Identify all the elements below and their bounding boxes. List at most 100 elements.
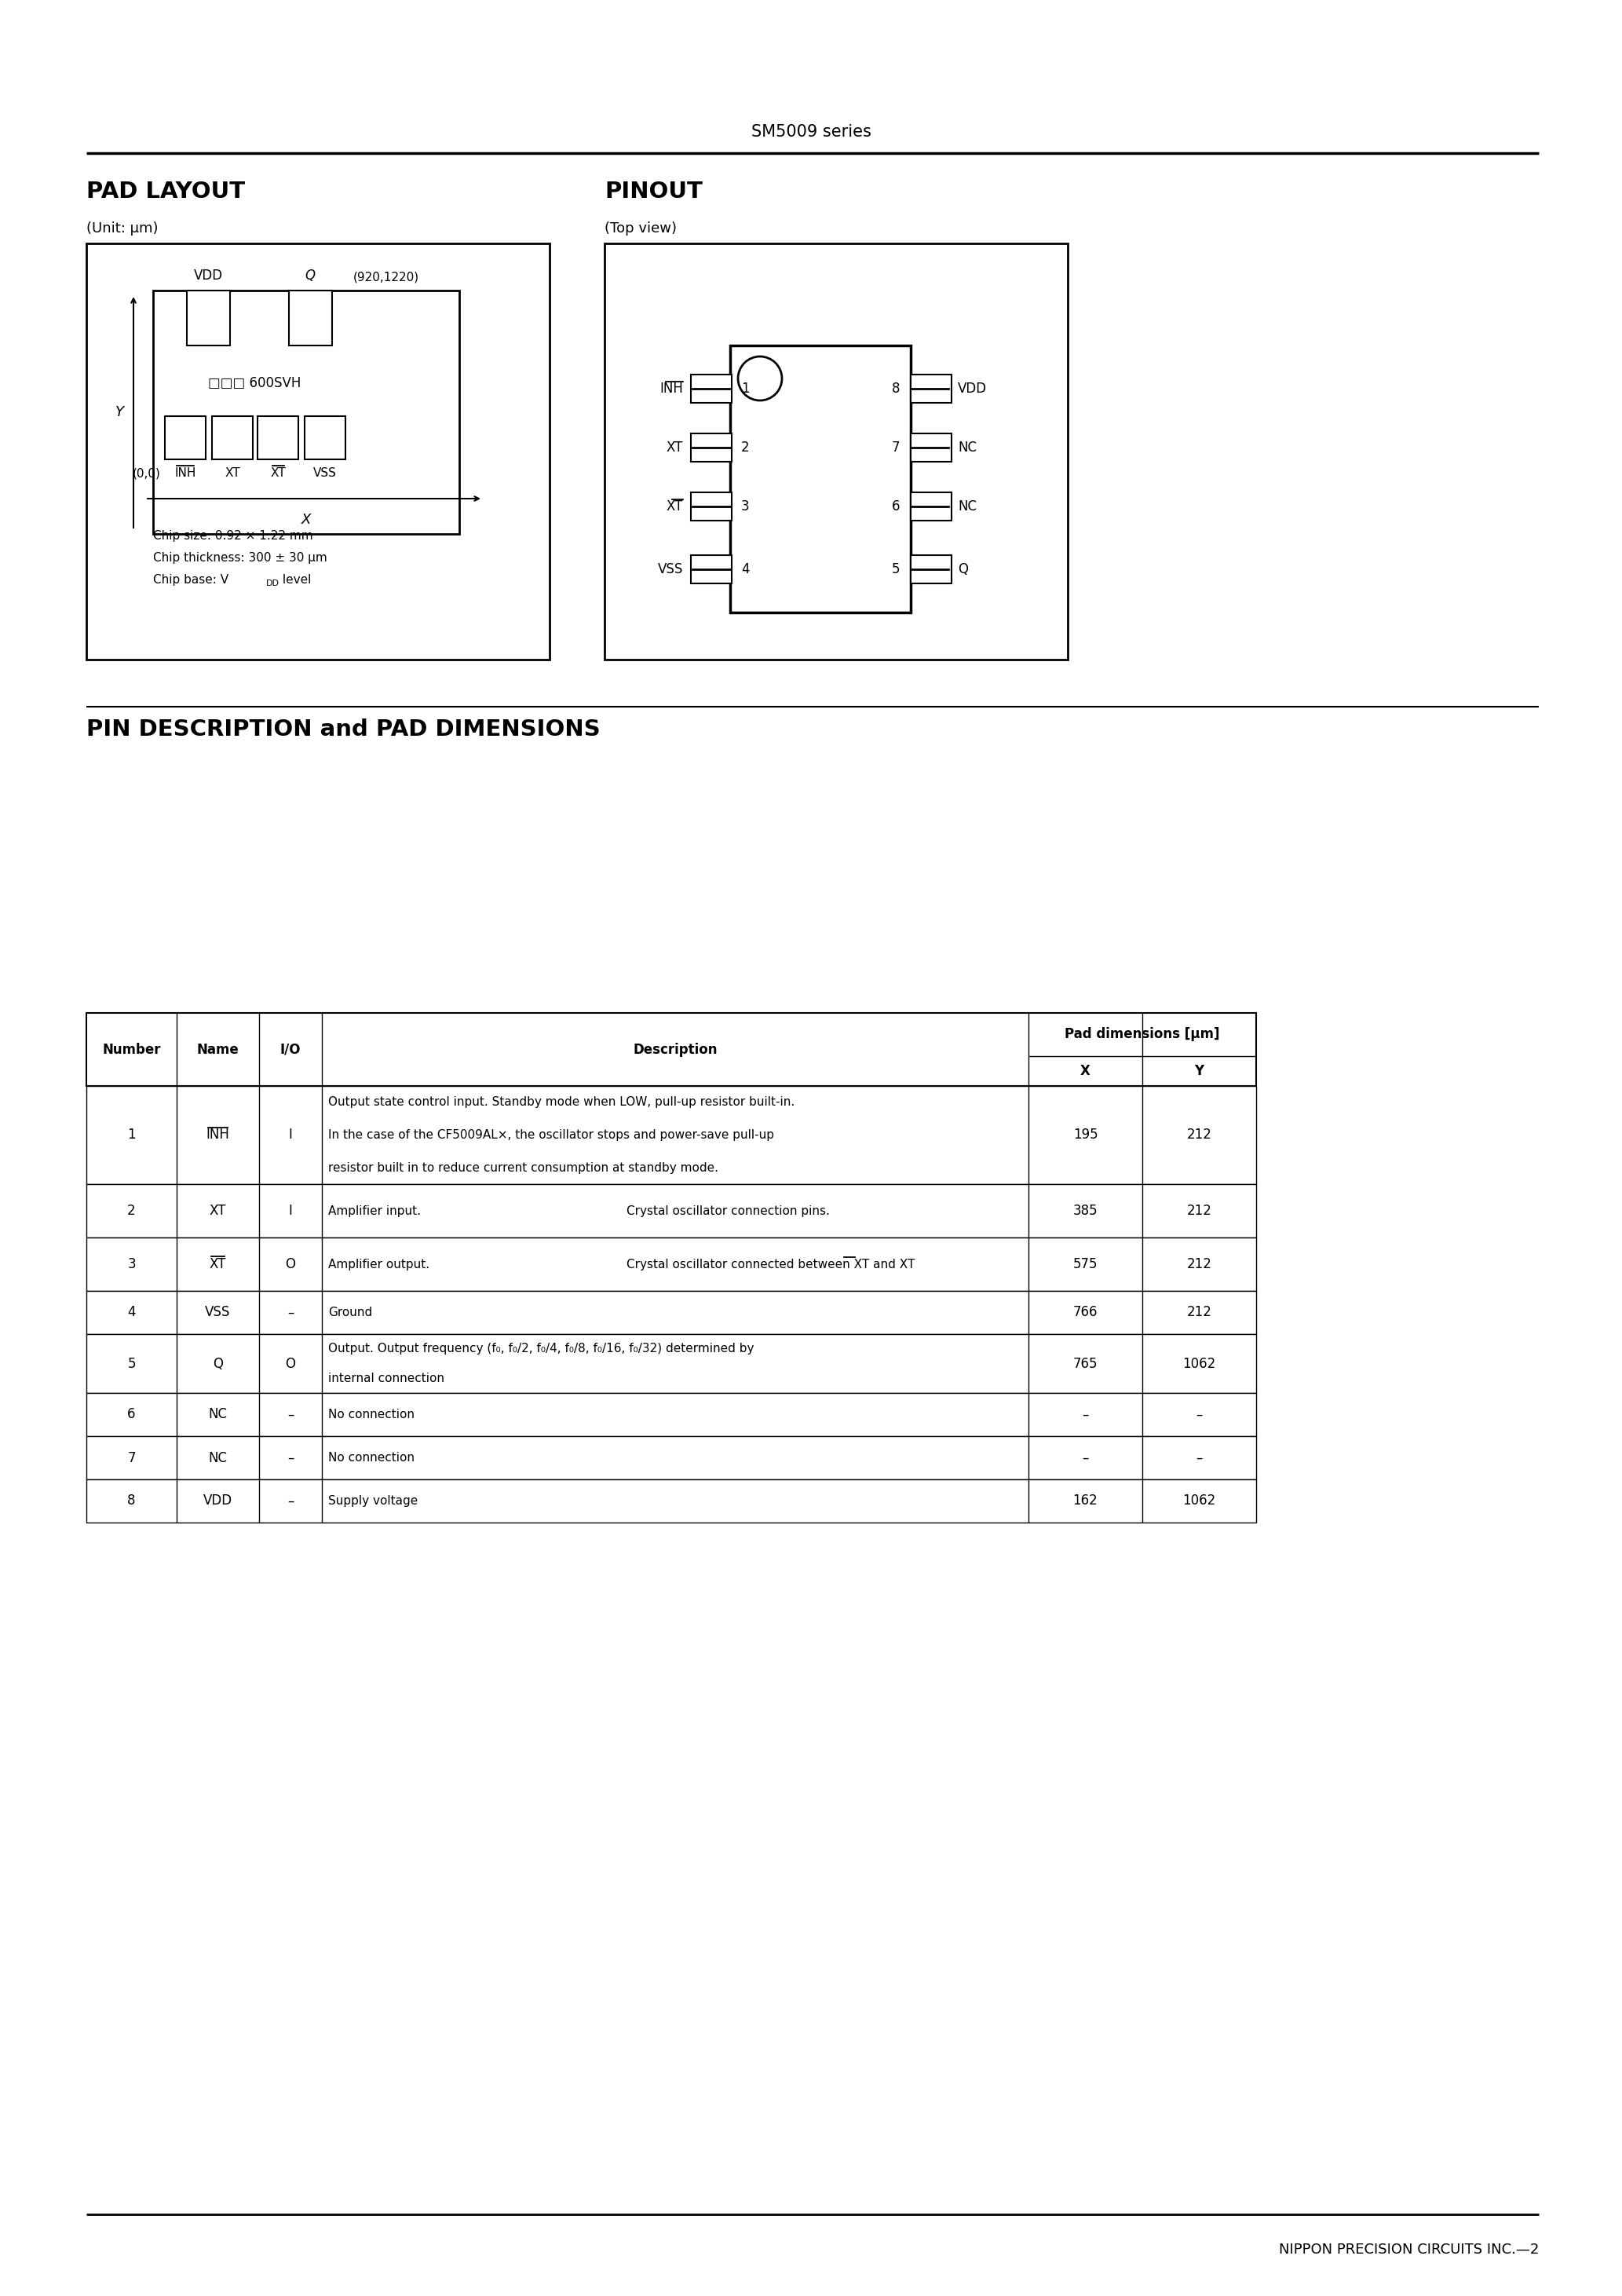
Bar bbox=[289, 292, 333, 344]
Text: –: – bbox=[287, 1495, 294, 1508]
Text: Output state control input. Standby mode when LOW, pull-up resistor built-in.: Output state control input. Standby mode… bbox=[328, 1097, 795, 1109]
Text: XT: XT bbox=[209, 1258, 225, 1272]
Bar bbox=[86, 1238, 1255, 1290]
Bar bbox=[187, 292, 230, 344]
Text: O: O bbox=[285, 1258, 295, 1272]
Text: No connection: No connection bbox=[328, 1410, 415, 1421]
Text: 5: 5 bbox=[892, 563, 900, 576]
Text: PINOUT: PINOUT bbox=[605, 181, 702, 202]
Text: Description: Description bbox=[633, 1042, 717, 1056]
Text: Chip size: 0.92 × 1.22 mm: Chip size: 0.92 × 1.22 mm bbox=[152, 530, 313, 542]
Text: 2: 2 bbox=[128, 1203, 136, 1217]
Bar bbox=[86, 1437, 1255, 1479]
Text: DD: DD bbox=[266, 579, 279, 588]
Text: I/O: I/O bbox=[281, 1042, 302, 1056]
Text: VDD: VDD bbox=[959, 381, 986, 395]
Text: 765: 765 bbox=[1074, 1357, 1098, 1371]
Text: Amplifier output.: Amplifier output. bbox=[328, 1258, 430, 1270]
Text: Y: Y bbox=[1194, 1063, 1204, 1079]
Bar bbox=[691, 434, 732, 461]
Text: 8: 8 bbox=[892, 381, 900, 395]
Text: Amplifier input.: Amplifier input. bbox=[328, 1205, 420, 1217]
Text: Q: Q bbox=[959, 563, 968, 576]
Bar bbox=[910, 491, 952, 521]
Text: 4: 4 bbox=[741, 563, 749, 576]
Text: X: X bbox=[1080, 1063, 1090, 1079]
Bar bbox=[730, 344, 910, 613]
Text: 212: 212 bbox=[1187, 1203, 1212, 1217]
Text: (Top view): (Top view) bbox=[605, 220, 676, 236]
Bar bbox=[86, 1086, 1255, 1185]
Text: Chip base: V: Chip base: V bbox=[152, 574, 229, 585]
Text: O: O bbox=[285, 1357, 295, 1371]
Text: XT: XT bbox=[667, 441, 683, 455]
Text: 7: 7 bbox=[892, 441, 900, 455]
Text: NC: NC bbox=[959, 441, 976, 455]
Text: level: level bbox=[279, 574, 311, 585]
Text: VDD: VDD bbox=[203, 1495, 232, 1508]
Circle shape bbox=[738, 356, 782, 400]
Text: Pad dimensions [μm]: Pad dimensions [μm] bbox=[1064, 1029, 1220, 1042]
Text: –: – bbox=[287, 1306, 294, 1320]
Text: 162: 162 bbox=[1072, 1495, 1098, 1508]
Bar bbox=[86, 1334, 1255, 1394]
Text: Number: Number bbox=[102, 1042, 161, 1056]
Text: 1062: 1062 bbox=[1182, 1357, 1216, 1371]
Bar bbox=[910, 374, 952, 402]
Text: NIPPON PRECISION CIRCUITS INC.—2: NIPPON PRECISION CIRCUITS INC.—2 bbox=[1278, 2243, 1539, 2257]
Bar bbox=[910, 434, 952, 461]
Bar bbox=[86, 1013, 1255, 1086]
Text: –: – bbox=[287, 1451, 294, 1465]
Text: Name: Name bbox=[196, 1042, 238, 1056]
Text: INH: INH bbox=[175, 466, 196, 480]
Text: XT: XT bbox=[271, 466, 285, 480]
Bar bbox=[305, 416, 345, 459]
Text: Chip thickness: 300 ± 30 μm: Chip thickness: 300 ± 30 μm bbox=[152, 551, 328, 565]
Text: –: – bbox=[287, 1407, 294, 1421]
Text: Q: Q bbox=[305, 269, 315, 282]
Text: Y: Y bbox=[115, 404, 123, 420]
Text: –: – bbox=[1195, 1407, 1202, 1421]
Text: INH: INH bbox=[660, 381, 683, 395]
Text: 6: 6 bbox=[128, 1407, 136, 1421]
Text: 212: 212 bbox=[1187, 1258, 1212, 1272]
Text: Crystal oscillator connection pins.: Crystal oscillator connection pins. bbox=[626, 1205, 830, 1217]
Text: SM5009 series: SM5009 series bbox=[751, 124, 871, 140]
Bar bbox=[212, 416, 253, 459]
Bar bbox=[258, 416, 298, 459]
Text: internal connection: internal connection bbox=[328, 1373, 444, 1384]
Bar bbox=[910, 556, 952, 583]
Text: –: – bbox=[1082, 1407, 1088, 1421]
Text: In the case of the CF5009AL×, the oscillator stops and power-save pull-up: In the case of the CF5009AL×, the oscill… bbox=[328, 1130, 774, 1141]
Text: VSS: VSS bbox=[313, 466, 337, 480]
Text: □□□ 600SVH: □□□ 600SVH bbox=[208, 377, 302, 390]
Text: VSS: VSS bbox=[204, 1306, 230, 1320]
Text: PAD LAYOUT: PAD LAYOUT bbox=[86, 181, 245, 202]
Text: 1: 1 bbox=[741, 381, 749, 395]
Text: NC: NC bbox=[209, 1407, 227, 1421]
Text: 212: 212 bbox=[1187, 1306, 1212, 1320]
Text: Crystal oscillator connected between XT and XT: Crystal oscillator connected between XT … bbox=[626, 1258, 915, 1270]
Text: XT: XT bbox=[667, 501, 683, 514]
Text: Supply voltage: Supply voltage bbox=[328, 1495, 418, 1506]
Bar bbox=[86, 1185, 1255, 1238]
Text: NC: NC bbox=[959, 501, 976, 514]
Text: Ground: Ground bbox=[328, 1306, 373, 1318]
Text: XT: XT bbox=[225, 466, 240, 480]
Bar bbox=[152, 292, 459, 535]
Text: 3: 3 bbox=[741, 501, 749, 514]
Text: PIN DESCRIPTION and PAD DIMENSIONS: PIN DESCRIPTION and PAD DIMENSIONS bbox=[86, 719, 600, 742]
Bar bbox=[691, 374, 732, 402]
Text: X: X bbox=[302, 512, 311, 526]
Text: resistor built in to reduce current consumption at standby mode.: resistor built in to reduce current cons… bbox=[328, 1162, 719, 1173]
Text: 3: 3 bbox=[128, 1258, 136, 1272]
Bar bbox=[691, 556, 732, 583]
Text: XT: XT bbox=[209, 1203, 225, 1217]
Text: Output. Output frequency (f₀, f₀/2, f₀/4, f₀/8, f₀/16, f₀/32) determined by: Output. Output frequency (f₀, f₀/2, f₀/4… bbox=[328, 1343, 754, 1355]
Bar bbox=[691, 491, 732, 521]
Text: 575: 575 bbox=[1074, 1258, 1098, 1272]
Text: 1062: 1062 bbox=[1182, 1495, 1216, 1508]
Text: VSS: VSS bbox=[657, 563, 683, 576]
Bar bbox=[86, 1290, 1255, 1334]
Text: 195: 195 bbox=[1074, 1127, 1098, 1141]
